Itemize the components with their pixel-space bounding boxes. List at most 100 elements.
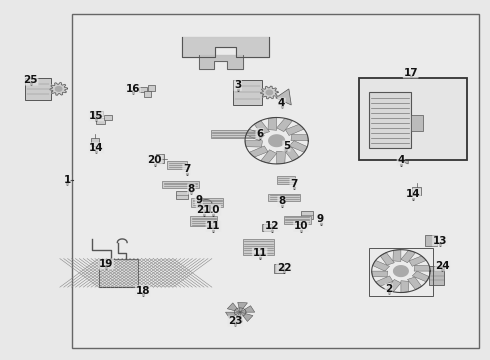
Polygon shape [380, 252, 394, 265]
Bar [156, 154, 164, 163]
Polygon shape [50, 82, 68, 95]
Polygon shape [414, 265, 430, 271]
Bar [233, 80, 262, 105]
Bar [104, 114, 113, 120]
Polygon shape [227, 303, 240, 312]
Polygon shape [240, 312, 253, 321]
Text: 3: 3 [234, 80, 241, 90]
Text: 7: 7 [290, 179, 297, 189]
Bar [284, 216, 311, 224]
Polygon shape [289, 141, 307, 152]
Text: 5: 5 [283, 141, 290, 151]
Polygon shape [277, 151, 285, 164]
Bar [97, 118, 105, 123]
Text: 18: 18 [135, 286, 150, 296]
Text: 2: 2 [385, 284, 392, 294]
Polygon shape [182, 37, 270, 57]
Text: 23: 23 [228, 316, 243, 326]
Text: 7: 7 [183, 164, 190, 174]
Text: 1: 1 [64, 175, 71, 185]
Bar [425, 235, 438, 246]
Polygon shape [233, 312, 243, 322]
Text: 11: 11 [206, 221, 220, 231]
Polygon shape [408, 277, 421, 290]
Bar [360, 78, 466, 160]
Polygon shape [386, 279, 401, 292]
Polygon shape [409, 256, 426, 266]
Bar [162, 181, 199, 188]
Text: 6: 6 [256, 129, 263, 139]
Text: 25: 25 [24, 75, 38, 85]
Bar [243, 239, 274, 255]
Polygon shape [376, 276, 393, 286]
Polygon shape [401, 281, 409, 293]
Polygon shape [55, 87, 62, 91]
Text: 14: 14 [89, 143, 104, 153]
Bar [91, 138, 99, 146]
Polygon shape [268, 117, 277, 130]
Polygon shape [412, 271, 429, 282]
Text: 17: 17 [403, 68, 418, 78]
Text: 10: 10 [294, 221, 308, 231]
Text: 8: 8 [188, 184, 195, 194]
Polygon shape [276, 89, 291, 105]
Text: 24: 24 [435, 261, 450, 271]
Bar [144, 91, 151, 97]
Polygon shape [225, 312, 240, 319]
Bar [269, 194, 300, 201]
Text: 16: 16 [126, 84, 140, 94]
Polygon shape [411, 114, 423, 131]
Text: 20: 20 [147, 156, 162, 165]
Bar [94, 111, 103, 116]
Text: 4: 4 [278, 98, 285, 108]
Bar [301, 211, 313, 219]
Text: 4: 4 [397, 156, 405, 165]
Bar [139, 87, 147, 93]
Bar [412, 187, 421, 195]
Polygon shape [373, 260, 390, 271]
Polygon shape [261, 86, 278, 99]
Bar [369, 93, 411, 148]
Bar [211, 130, 257, 138]
Bar [99, 258, 138, 287]
Text: 13: 13 [433, 236, 447, 246]
Bar [167, 161, 187, 169]
Bar [148, 85, 155, 91]
Polygon shape [266, 90, 272, 95]
Polygon shape [284, 147, 299, 161]
Bar [191, 216, 217, 226]
Polygon shape [269, 135, 285, 147]
Text: 11: 11 [252, 248, 267, 258]
Text: 12: 12 [265, 221, 279, 231]
Polygon shape [393, 266, 408, 276]
Polygon shape [291, 134, 308, 141]
Text: 10: 10 [206, 205, 220, 215]
Bar [24, 78, 51, 100]
Polygon shape [285, 124, 304, 135]
Polygon shape [199, 55, 243, 69]
Polygon shape [393, 249, 401, 261]
Bar [277, 176, 295, 184]
Polygon shape [394, 152, 408, 164]
Polygon shape [246, 129, 264, 141]
Polygon shape [238, 302, 247, 312]
Text: 15: 15 [89, 111, 104, 121]
Text: 9: 9 [195, 195, 202, 204]
Text: 9: 9 [317, 214, 324, 224]
Polygon shape [249, 146, 268, 157]
Bar [192, 198, 223, 207]
Polygon shape [401, 251, 416, 263]
Bar [262, 224, 272, 231]
Polygon shape [240, 306, 255, 312]
Text: 19: 19 [99, 259, 113, 269]
Text: 21: 21 [196, 205, 211, 215]
Polygon shape [277, 118, 293, 132]
Bar [429, 266, 444, 285]
Bar [369, 248, 433, 296]
Bar [274, 264, 284, 273]
Text: 22: 22 [277, 262, 291, 273]
Bar [72, 14, 479, 348]
Polygon shape [254, 121, 270, 134]
Polygon shape [261, 150, 277, 163]
Text: 8: 8 [278, 197, 285, 206]
